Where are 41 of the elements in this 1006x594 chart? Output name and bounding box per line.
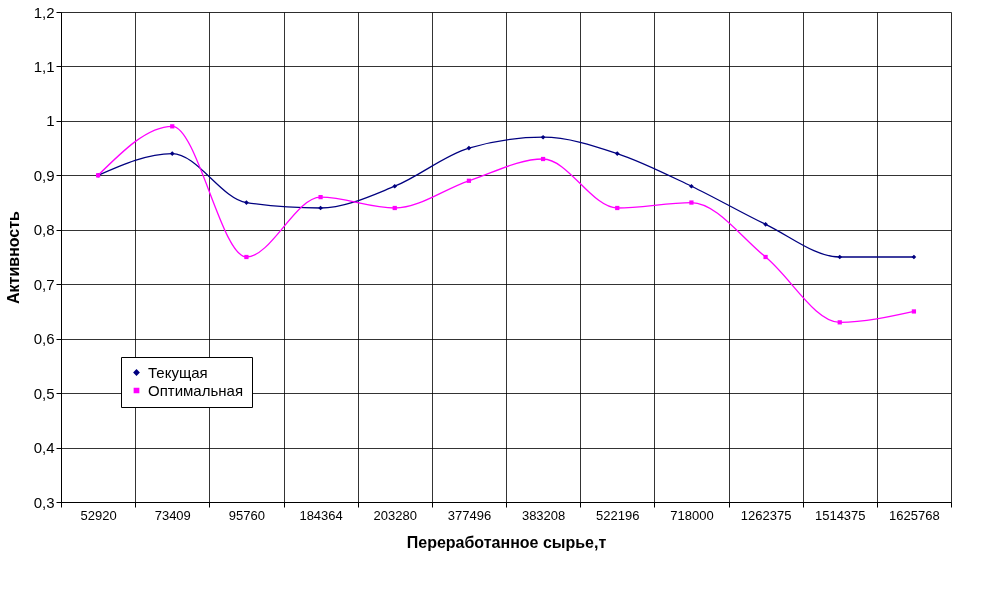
y-tick-label: 1,2 xyxy=(33,3,55,21)
x-tick-label: 1262375 xyxy=(740,507,792,523)
point xyxy=(540,134,546,140)
y-tick-label: 0,5 xyxy=(33,384,55,402)
x-tick-label: 203280 xyxy=(373,507,417,523)
point xyxy=(763,254,768,260)
point xyxy=(763,221,768,227)
x-tick-label: 522196 xyxy=(596,507,640,523)
point xyxy=(318,194,323,200)
point xyxy=(466,145,472,151)
x-tick-label: 1625768 xyxy=(889,507,940,523)
legend-label: Текущая xyxy=(148,363,208,381)
x-tick-label: 184364 xyxy=(299,507,343,523)
point xyxy=(244,254,249,260)
point xyxy=(392,183,398,189)
point xyxy=(837,254,843,260)
y-tick-label: 0,8 xyxy=(33,221,55,239)
y-tick-label: 1 xyxy=(46,112,55,130)
point xyxy=(911,254,917,260)
x-tick-label: 377496 xyxy=(447,507,492,523)
y-tick-label: 0,9 xyxy=(33,166,55,184)
x-tick-label: 52920 xyxy=(80,507,117,523)
y-axis-title: Активность xyxy=(4,210,22,304)
x-tick-label: 383208 xyxy=(521,507,566,523)
point xyxy=(244,200,249,205)
y-tick-label: 0,7 xyxy=(33,275,55,293)
point xyxy=(169,151,175,156)
x-axis-title: Переработанное сырье,т xyxy=(406,533,607,551)
y-tick-label: 0,3 xyxy=(33,493,55,511)
legend-label: Оптимальная xyxy=(148,381,244,399)
point xyxy=(614,151,620,156)
y-tick-label: 1,1 xyxy=(33,57,55,75)
x-tick-label: 718000 xyxy=(670,507,714,523)
x-tick-label: 73409 xyxy=(154,507,191,523)
point xyxy=(911,309,917,314)
x-tick-label: 95760 xyxy=(228,507,265,523)
y-tick-label: 0,6 xyxy=(33,330,55,348)
point xyxy=(689,200,694,205)
y-tick-label: 0,4 xyxy=(33,439,55,457)
x-tick-label: 1514375 xyxy=(814,507,866,523)
point xyxy=(689,183,694,189)
